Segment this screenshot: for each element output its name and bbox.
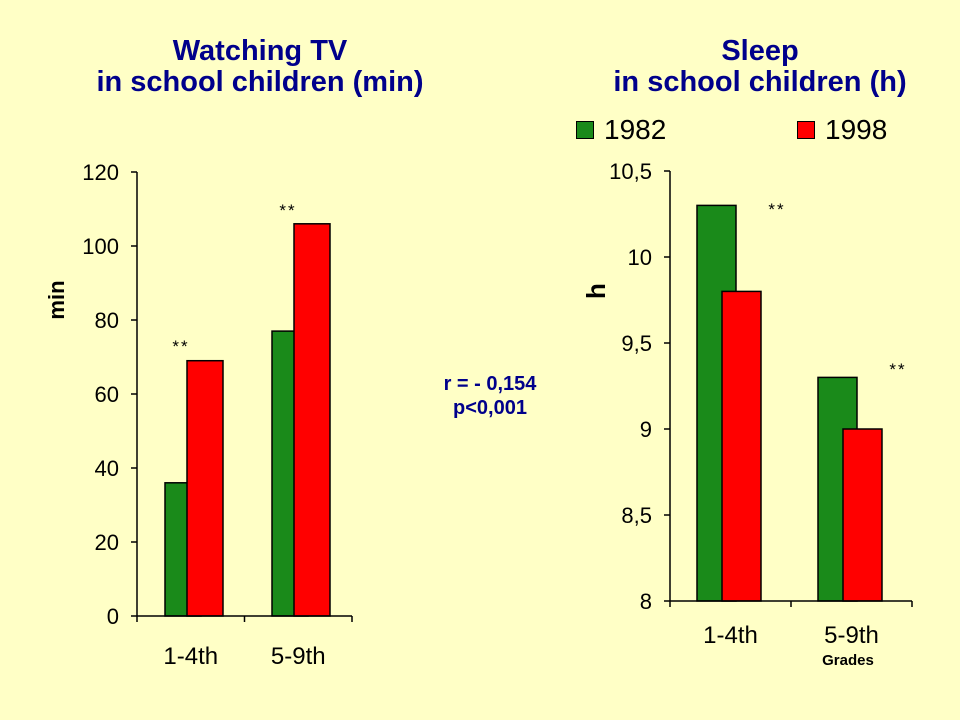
tv-category-label: 5-9th	[271, 643, 326, 670]
tv-ytick-label: 20	[95, 530, 119, 555]
tv-significance-marker: **	[172, 337, 189, 356]
sleep-ytick-label: 8,5	[621, 503, 652, 528]
legend-label-1982: 1982	[604, 114, 667, 145]
sleep-category-label: 5-9th	[824, 622, 879, 649]
tv-bar-1-4th-1998	[186, 359, 224, 617]
correlation-stats: r = - 0,154 p<0,001	[405, 372, 575, 420]
sleep-y-axis-label: h	[581, 283, 611, 299]
tv-title-line1: Watching TV	[172, 35, 348, 67]
legend-swatch-1982	[576, 121, 594, 139]
tv-chart-title: Watching TV in school children (min)	[40, 36, 480, 98]
sleep-ytick-label: 9	[640, 417, 652, 442]
tv-category-label: 1-4th	[163, 643, 218, 670]
sleep-x-axis-label: Grades	[822, 652, 874, 669]
legend-item-1982: 1982	[576, 114, 666, 146]
correlation-p: p<0,001	[453, 397, 527, 419]
tv-ytick-label: 100	[82, 234, 119, 259]
sleep-bar-1-4th-1998	[721, 290, 762, 602]
tv-bar-5-9th-1998	[293, 223, 331, 617]
legend-label-1998: 1998	[825, 114, 888, 145]
legend-swatch-1998	[797, 121, 815, 139]
tv-ytick-label: 60	[95, 382, 119, 407]
legend-item-1998: 1998	[797, 114, 887, 146]
correlation-r: r = - 0,154	[443, 373, 537, 395]
tv-ytick-label: 120	[82, 160, 119, 185]
tv-significance-marker: **	[279, 201, 296, 220]
tv-ytick-label: 40	[95, 456, 119, 481]
tv-ytick-label: 0	[107, 604, 119, 629]
sleep-ytick-label: 10	[628, 245, 652, 270]
sleep-chart-title: Sleep in school children (h)	[540, 36, 960, 98]
sleep-ytick-label: 9,5	[621, 331, 652, 356]
sleep-significance-marker: **	[889, 360, 906, 379]
sleep-bar-5-9th-1998	[842, 428, 883, 602]
sleep-ytick-label: 10,5	[609, 159, 652, 184]
sleep-title-line1: Sleep	[721, 35, 799, 67]
sleep-ytick-label: 8	[640, 589, 652, 614]
tv-y-axis-label: min	[44, 280, 69, 319]
sleep-significance-marker: **	[768, 200, 785, 219]
sleep-title-line2: in school children (h)	[613, 66, 907, 98]
tv-ytick-label: 80	[95, 308, 119, 333]
sleep-category-label: 1-4th	[703, 622, 758, 649]
tv-title-line2: in school children (min)	[96, 66, 424, 98]
